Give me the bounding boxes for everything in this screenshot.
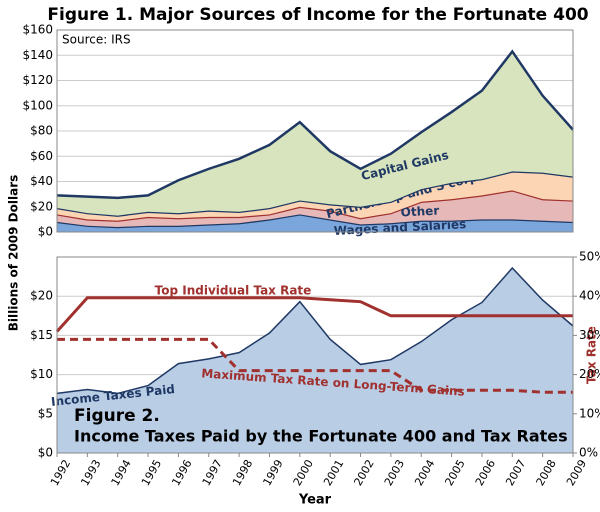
x-tick-label: 2005: [443, 457, 468, 488]
x-axis-label: Year: [298, 493, 332, 508]
area-fill: [57, 51, 573, 216]
y-tick-label: $20: [30, 289, 53, 303]
y2-tick-label: 20%: [579, 367, 600, 381]
rate-line: [57, 337, 573, 394]
y-tick-label: $0: [38, 225, 53, 239]
area-fill: [57, 190, 573, 227]
x-tick-label: 1998: [230, 457, 255, 488]
rate-line: [55, 296, 573, 333]
y-tick-label: $80: [30, 124, 53, 138]
plot-border: [56, 256, 574, 454]
y-tick-label: $160: [22, 23, 53, 37]
x-tick-label: 2003: [382, 457, 407, 488]
y-tick-label: $20: [30, 199, 53, 213]
figure-2-title: Figure 2.: [74, 406, 160, 426]
x-tick-label: 1997: [200, 457, 225, 488]
x-tick-label: 2002: [351, 457, 376, 488]
y2-tick-label: 10%: [579, 406, 600, 420]
y-tick-label: $140: [22, 48, 53, 62]
y-axis-label: Billions of 2009 Dollars: [7, 175, 21, 332]
x-tick-label: 1992: [48, 457, 73, 488]
y2-tick-label: 0%: [579, 446, 598, 460]
x-tick-label: 1995: [139, 457, 164, 488]
figure-2-subtitle: Income Taxes Paid by the Fortunate 400 a…: [74, 427, 568, 446]
chart-title: Figure 1. Major Sources of Income for th…: [47, 5, 588, 25]
y2-tick-label: 40%: [579, 289, 600, 303]
y2-tick-label: 30%: [579, 328, 600, 342]
x-tick-label: 1994: [109, 457, 134, 488]
x-tick-label: 1999: [260, 457, 285, 488]
y-tick-label: $120: [22, 73, 53, 87]
plot-border: [56, 29, 574, 233]
area-fill: [57, 267, 573, 453]
area-line: [56, 266, 574, 395]
x-tick-label: 2007: [503, 457, 528, 488]
x-tick-label: 1996: [169, 457, 194, 488]
y-tick-label: $100: [22, 98, 53, 112]
y-tick-label: $5: [38, 406, 53, 420]
y2-tick-label: 50%: [579, 250, 600, 264]
area-line: [56, 49, 574, 200]
x-tick-label: 2000: [291, 457, 316, 488]
source-note: Source: IRS: [62, 33, 131, 47]
y-tick-label: $40: [30, 174, 53, 188]
y-tick-label: $15: [30, 328, 53, 342]
y-tick-label: $0: [38, 446, 53, 460]
x-tick-label: 1993: [78, 457, 103, 488]
y-tick-label: $60: [30, 149, 53, 163]
x-tick-label: 2001: [321, 457, 346, 488]
series-label: Top Individual Tax Rate: [155, 284, 312, 298]
area-fill: [57, 214, 573, 232]
y2-axis-label: Tax Rate: [585, 326, 599, 384]
x-tick-label: 2006: [473, 457, 498, 488]
x-tick-label: 2004: [412, 457, 437, 488]
x-tick-label: 2008: [534, 457, 559, 488]
series-label: Other: [400, 203, 439, 219]
y-tick-label: $10: [30, 367, 53, 381]
x-tick-label: 2009: [564, 457, 589, 488]
